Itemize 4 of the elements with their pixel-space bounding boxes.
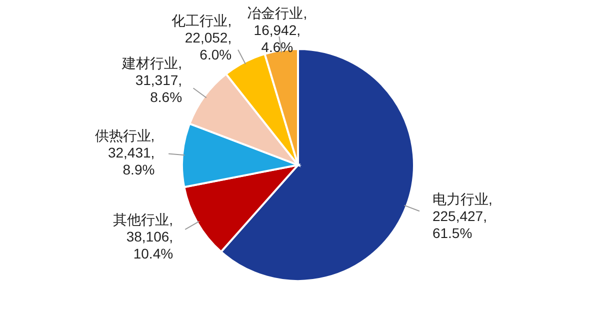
slice-label: 电力行业, 225,427, 61.5% [432,191,492,242]
slice-label: 冶金行业, 16,942, 4.6% [247,5,308,55]
slice-label: 其他行业, 38,106, 10.4% [113,211,174,262]
slice-label: 供热行业, 32,431, 8.9% [94,128,155,178]
